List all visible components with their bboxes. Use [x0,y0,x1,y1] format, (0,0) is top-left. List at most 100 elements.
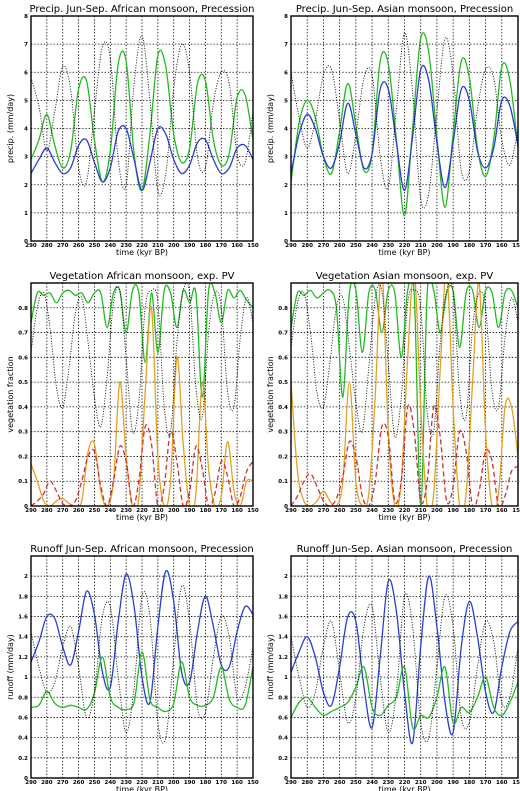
y-tick-label: 5 [24,98,28,104]
chart-title: Runoff Jun-Sep. Asian monsoon, Precessio… [297,544,513,555]
y-tick-label: 1.8 [278,594,288,600]
x-tick-label: 220 [399,508,411,514]
plot-frame [30,555,254,779]
y-tick-label: 1.2 [18,655,28,661]
y-tick-label: 1 [24,675,28,681]
x-tick-label: 230 [120,780,132,786]
series-line [291,283,518,506]
x-tick-label: 190 [184,780,196,786]
y-tick-label: 6 [284,70,288,76]
x-tick-label: 190 [447,780,459,786]
y-tick-label: 0.8 [278,306,288,312]
x-tick-label: 260 [334,508,346,514]
x-tick-label: 190 [447,243,459,249]
y-tick-label: 0.2 [18,756,28,762]
x-tick-label: 170 [216,508,228,514]
x-tick-label: 240 [366,780,378,786]
y-axis-label: vegetation fraction [266,356,275,432]
series-line [291,575,518,745]
x-tick-label: 220 [136,243,148,249]
x-tick-label: 180 [200,243,212,249]
x-tick-label: 250 [350,508,362,514]
series-line [291,593,518,743]
y-tick-label: 3 [24,155,28,161]
x-tick-label: 250 [350,243,362,249]
x-tick-label: 160 [496,243,508,249]
x-tick-label: 270 [57,243,69,249]
y-tick-label: 0.6 [18,715,28,721]
y-tick-label: 1.4 [278,635,288,641]
chart-title: Vegetation African monsoon, exp. PV [50,271,235,282]
x-tick-label: 260 [73,508,85,514]
x-tick-label: 270 [57,780,69,786]
x-tick-label: 150 [247,508,259,514]
y-tick-label: 1 [24,211,28,217]
x-tick-label: 280 [41,780,53,786]
y-tick-label: 0.1 [278,479,288,485]
x-tick-label: 230 [383,243,395,249]
chart-title: Precip. Jun-Sep. African monsoon, Preces… [30,4,255,15]
x-tick-label: 150 [512,243,520,249]
x-tick-label: 200 [431,243,443,249]
x-tick-label: 290 [285,780,297,786]
x-tick-label: 280 [301,243,313,249]
x-tick-label: 200 [168,780,180,786]
x-tick-label: 190 [184,508,196,514]
y-tick-label: 2 [24,574,28,580]
x-tick-label: 210 [152,780,164,786]
x-axis-label: time (kyr BP) [378,513,430,522]
chart-panel: 290 280 270 260 250 240 230 220 210 200 190 180 170 1… [6,271,259,522]
x-tick-label: 250 [89,780,101,786]
x-tick-label: 160 [231,780,243,786]
series-line [31,283,253,436]
y-tick-label: 0.7 [18,331,28,337]
x-tick-label: 270 [318,243,330,249]
y-tick-label: 0.8 [278,695,288,701]
series-line [291,665,518,731]
y-axis-label: runoff (mm/day) [266,634,275,700]
series-line [291,404,518,506]
series-line [31,651,253,713]
series-line [31,124,253,192]
y-tick-label: 6 [24,70,28,76]
x-tick-label: 260 [334,243,346,249]
x-tick-label: 290 [25,243,37,249]
y-tick-label: 0.2 [18,454,28,460]
x-tick-label: 290 [285,508,297,514]
x-tick-label: 280 [301,780,313,786]
x-tick-label: 180 [200,508,212,514]
x-tick-label: 240 [366,508,378,514]
y-tick-label: 0.6 [278,715,288,721]
x-tick-label: 290 [25,508,37,514]
y-tick-label: 0.5 [278,380,288,386]
y-tick-label: 0.4 [18,405,28,411]
x-axis-label: time (kyr BP) [116,513,168,522]
x-tick-label: 200 [168,508,180,514]
x-tick-label: 240 [105,508,117,514]
y-tick-label: 1.8 [18,594,28,600]
x-tick-label: 270 [318,508,330,514]
series-line [291,32,518,217]
x-tick-label: 290 [285,243,297,249]
x-tick-label: 210 [152,508,164,514]
plot-frame [290,555,519,779]
y-tick-label: 0 [24,504,28,510]
x-tick-label: 150 [247,243,259,249]
y-tick-label: 0.7 [278,331,288,337]
x-tick-label: 240 [105,243,117,249]
y-tick-label: 0.3 [278,430,288,436]
series-line [31,424,253,506]
x-tick-label: 230 [120,508,132,514]
x-tick-label: 160 [231,508,243,514]
x-tick-label: 260 [73,243,85,249]
x-tick-label: 180 [464,508,476,514]
chart-panel: 290 280 270 260 250 240 230 220 210 200 190 180 170 1… [266,4,520,257]
series-line [31,283,253,398]
chart-title: Vegetation Asian monsoon, exp. PV [316,271,494,282]
x-tick-label: 170 [480,243,492,249]
chart-panel: 290 280 270 260 250 240 230 220 210 200 190 180 170 1… [266,544,520,791]
x-axis-label: time (kyr BP) [116,785,168,791]
y-tick-label: 0.4 [278,736,288,742]
y-tick-label: 0 [284,239,288,245]
